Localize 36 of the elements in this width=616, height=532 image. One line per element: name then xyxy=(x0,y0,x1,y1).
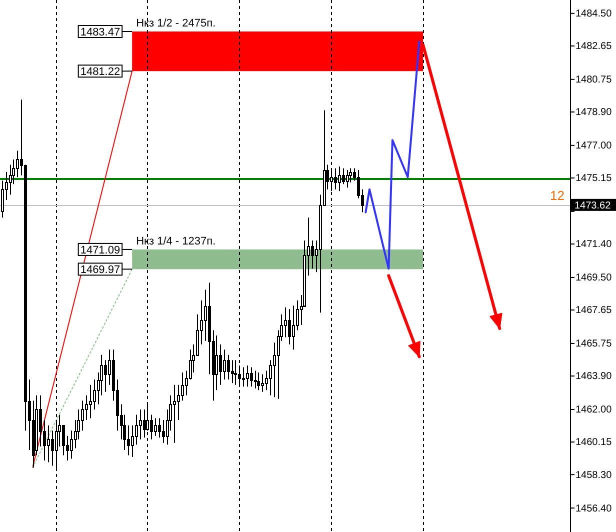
candlestick xyxy=(261,374,264,392)
y-tick-label: 1480.75 xyxy=(576,74,612,86)
band-label: Нкз 1/2 - 2475п. xyxy=(136,18,216,30)
candlestick xyxy=(257,372,260,391)
y-tick-label: 1478.90 xyxy=(576,107,612,118)
ref-line-label: 1473.62 xyxy=(574,200,612,212)
candlestick xyxy=(338,166,341,192)
band-label: Нкз 1/4 - 1237п. xyxy=(136,235,216,248)
candlestick xyxy=(173,384,176,444)
annotation: 12 xyxy=(550,188,564,203)
y-tick-label: 1458.30 xyxy=(576,470,612,481)
y-tick-label: 1471.40 xyxy=(576,239,612,250)
line-series xyxy=(364,40,420,270)
y-tick-label: 1463.90 xyxy=(576,371,612,382)
candlestick xyxy=(334,168,337,190)
candlestick xyxy=(254,370,257,389)
candlestick xyxy=(250,366,253,388)
annotation: 1481.22 xyxy=(80,66,120,78)
candlestick xyxy=(346,170,349,188)
annotation: 1483.47 xyxy=(80,26,120,38)
annotation: 1469.97 xyxy=(80,264,120,276)
y-tick-label: 1460.15 xyxy=(576,437,612,448)
y-tick-label: 1469.50 xyxy=(576,272,612,284)
y-tick-label: 1475.15 xyxy=(576,173,612,184)
annotation: 1471.09 xyxy=(80,244,120,256)
y-tick-label: 1484.50 xyxy=(576,8,612,20)
y-tick-label: 1482.65 xyxy=(576,41,612,52)
y-tick-label: 1467.65 xyxy=(576,305,612,316)
y-tick-label: 1465.75 xyxy=(576,338,612,350)
y-tick-label: 1477.00 xyxy=(576,140,612,152)
y-tick-label: 1462.00 xyxy=(576,404,612,416)
candlestick xyxy=(242,366,245,388)
candlestick xyxy=(234,360,237,386)
y-tick-label: 1456.40 xyxy=(576,503,612,514)
candlestick xyxy=(154,418,157,436)
candlestick xyxy=(246,364,249,388)
